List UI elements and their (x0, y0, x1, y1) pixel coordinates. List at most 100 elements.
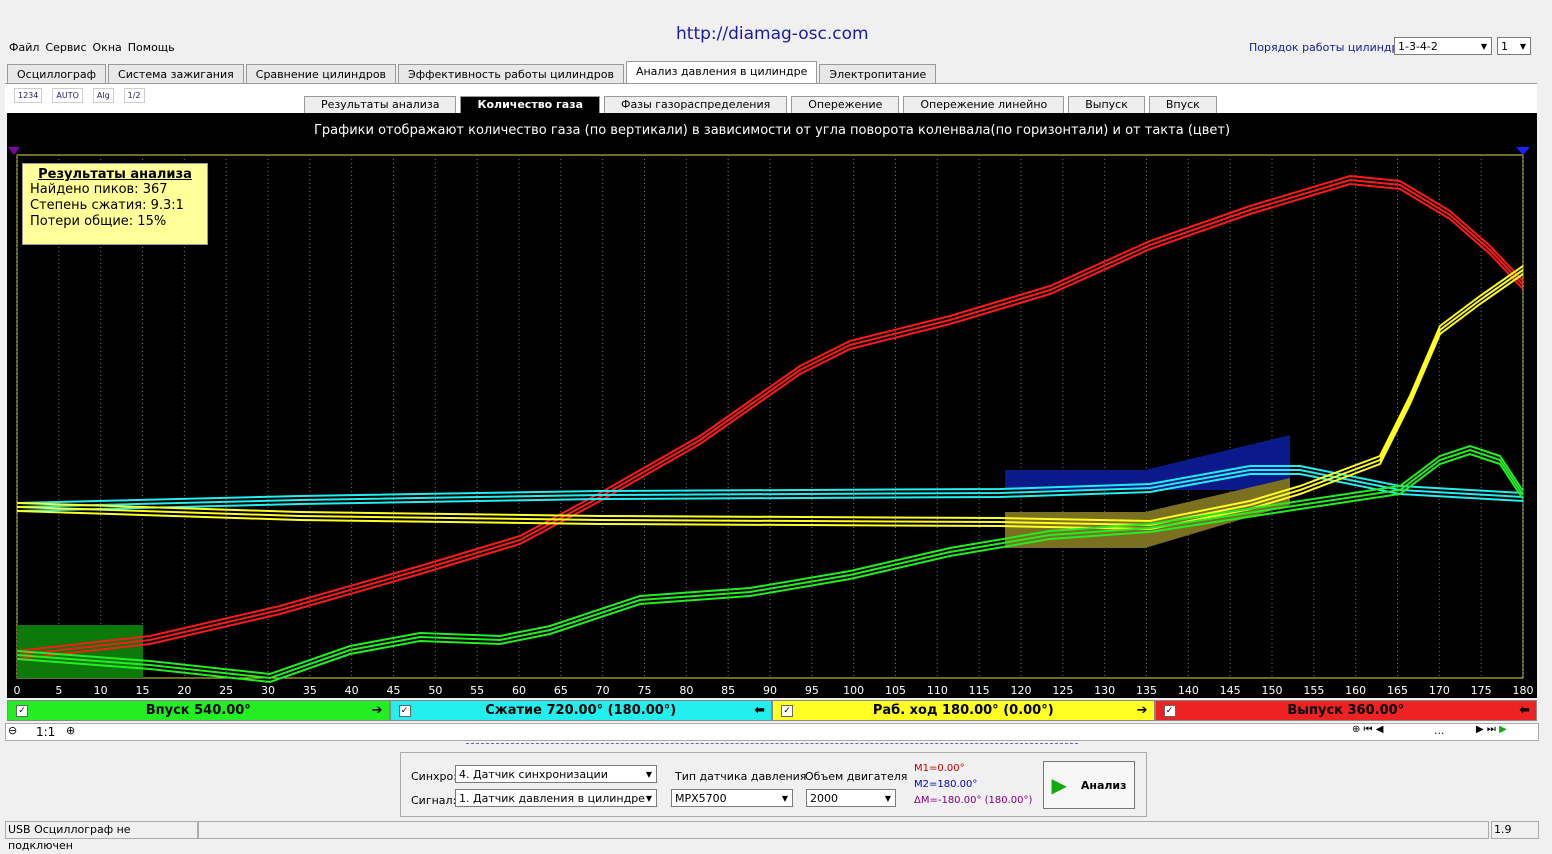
plot-background (7, 113, 1537, 698)
stroke-segment: ✓ Сжатие 720.00° (180.00°) ⬅ (389, 700, 772, 721)
curves (16, 174, 1524, 684)
nav-buttons[interactable]: ⊕ ⏮ ◀ (1352, 724, 1384, 735)
site-url[interactable]: http://diamag-osc.com (676, 24, 869, 44)
x-tick-label: 105 (885, 684, 906, 697)
volume-select[interactable]: 2000 (806, 789, 896, 808)
x-tick-label: 145 (1220, 684, 1241, 697)
menu-bar: Файл Сервис Окна Помощь (9, 41, 181, 54)
sync-label: Синхро: (411, 770, 457, 783)
x-tick-label: 170 (1429, 684, 1450, 697)
controls-panel: Синхро: 4. Датчик синхронизации Сигнал: … (400, 752, 1147, 817)
zoom-out[interactable]: ⊖ (8, 724, 18, 737)
x-tick-label: 30 (261, 684, 275, 697)
x-tick-label: 165 (1387, 684, 1408, 697)
curve (16, 269, 1524, 527)
sub-tabs: Результаты анализа Количество газа Фазы га… (304, 96, 1217, 113)
x-tick-label: 155 (1303, 684, 1324, 697)
stroke-arrow[interactable]: ⬅ (1519, 703, 1530, 718)
stroke-label: Сжатие 720.00° (180.00°) (485, 703, 677, 718)
x-tick-label: 0 (14, 684, 21, 697)
x-tick-label: 55 (470, 684, 484, 697)
nav-buttons-right[interactable]: ▶ ⏭ ▶ (1476, 724, 1507, 735)
x-ticks: 0 5 10 15 20 25 30 35 40 45 50 55 60 65 70 75 80 85 90 95 10… (14, 684, 1534, 697)
stroke-checkbox[interactable]: ✓ (781, 704, 793, 717)
x-tick-label: 150 (1262, 684, 1283, 697)
curve (16, 265, 1524, 523)
x-tick-label: 40 (345, 684, 359, 697)
play-icon: ▶ (1051, 773, 1067, 797)
main-tab[interactable]: Эффективность работы цилиндров (398, 64, 624, 84)
stroke-label: Выпуск 360.00° (1287, 703, 1405, 718)
tool-button[interactable]: 1/2 (123, 88, 145, 103)
curve (16, 182, 1524, 660)
menu-item[interactable]: Помощь (127, 41, 175, 54)
order-label: Порядок работы цилиндров (1249, 41, 1412, 54)
marker-m1[interactable] (8, 147, 20, 155)
stroke-checkbox[interactable]: ✓ (1163, 704, 1176, 717)
menu-item[interactable]: Сервис (45, 41, 87, 54)
x-tick-label: 140 (1178, 684, 1199, 697)
zone-olive (1005, 478, 1290, 548)
stroke-arrow[interactable]: ⬅ (754, 703, 765, 718)
tool-button[interactable]: 1234 (14, 88, 43, 103)
menu-item[interactable]: Окна (92, 41, 122, 54)
order-select[interactable]: 1-3-4-2 (1394, 37, 1492, 56)
status-mid (197, 821, 1489, 839)
count-spinner[interactable]: 1 (1497, 37, 1531, 56)
x-tick-label: 60 (512, 684, 526, 697)
curve (16, 448, 1524, 680)
sub-tab[interactable]: Опережение линейно (903, 96, 1065, 113)
stroke-checkbox[interactable]: ✓ (398, 704, 411, 717)
stroke-checkbox[interactable]: ✓ (16, 704, 28, 717)
sub-tab[interactable]: Количество газа (460, 96, 601, 113)
volume-label: Объем двигателя (805, 770, 908, 783)
sub-tab[interactable]: Впуск (1148, 96, 1217, 113)
x-tick-label: 20 (177, 684, 191, 697)
x-tick-label: 100 (843, 684, 864, 697)
m2: M2=180.00° (914, 779, 978, 790)
tool-button[interactable]: AUTO (52, 88, 83, 103)
stroke-arrow[interactable]: ➔ (371, 703, 383, 718)
main-tab[interactable]: Электропитание (819, 64, 937, 84)
results-title: Результаты анализа (38, 167, 192, 182)
results-line: Степень сжатия: 9.3:1 (30, 198, 184, 213)
stroke-segment: ✓ Впуск 540.00° ➔ (7, 700, 390, 721)
sub-tab[interactable]: Опережение (791, 96, 900, 113)
results-line: Найдено пиков: 367 (30, 182, 168, 197)
x-tick-label: 75 (638, 684, 652, 697)
x-tick-label: 15 (136, 684, 150, 697)
curve (16, 452, 1524, 684)
sensor-select[interactable]: MPX5700 (671, 789, 793, 808)
main-tab[interactable]: Сравнение цилиндров (245, 64, 397, 84)
marker-m2[interactable] (1516, 147, 1530, 155)
zoom-in[interactable]: ⊕ (66, 724, 76, 737)
delta-m: ΔM=-180.00° (180.00°) (914, 795, 1033, 806)
x-tick-label: 45 (387, 684, 401, 697)
main-tab[interactable]: Система зажигания (108, 64, 244, 84)
menu-item[interactable]: Файл (9, 41, 40, 54)
signal-select[interactable]: 1. Датчик давления в цилиндре (455, 789, 657, 808)
main-tab[interactable]: Осциллограф (7, 64, 107, 84)
stroke-label: Раб. ход 180.00° (0.00°) (872, 703, 1054, 718)
x-tick-label: 95 (805, 684, 819, 697)
x-tick-label: 35 (303, 684, 317, 697)
x-tick-label: 80 (679, 684, 693, 697)
x-tick-label: 50 (428, 684, 442, 697)
x-tick-label: 5 (55, 684, 62, 697)
scroll-bar: ⊖ 1:1 ⊕ ⊕ ⏮ ◀ ... ▶ ⏭ ▶ (5, 723, 1539, 741)
sub-tab[interactable]: Результаты анализа (304, 96, 457, 113)
sync-select[interactable]: 4. Датчик синхронизации (455, 765, 657, 784)
splitter[interactable] (466, 743, 1078, 744)
m1: M1=0.00° (914, 763, 965, 774)
tool-button[interactable]: Alg (92, 88, 114, 103)
sub-tab[interactable]: Выпуск (1068, 96, 1145, 113)
x-tick-label: 130 (1094, 684, 1115, 697)
stroke-arrow[interactable]: ➔ (1136, 703, 1148, 718)
sub-tab[interactable]: Фазы газораспределения (604, 96, 788, 113)
main-tab[interactable]: Анализ давления в цилиндре (625, 61, 818, 84)
stroke-label: Впуск 540.00° (145, 703, 251, 718)
analyze-button[interactable]: ▶ Анализ (1043, 761, 1135, 809)
status-left: USB Осциллограф не подключен (5, 821, 199, 852)
